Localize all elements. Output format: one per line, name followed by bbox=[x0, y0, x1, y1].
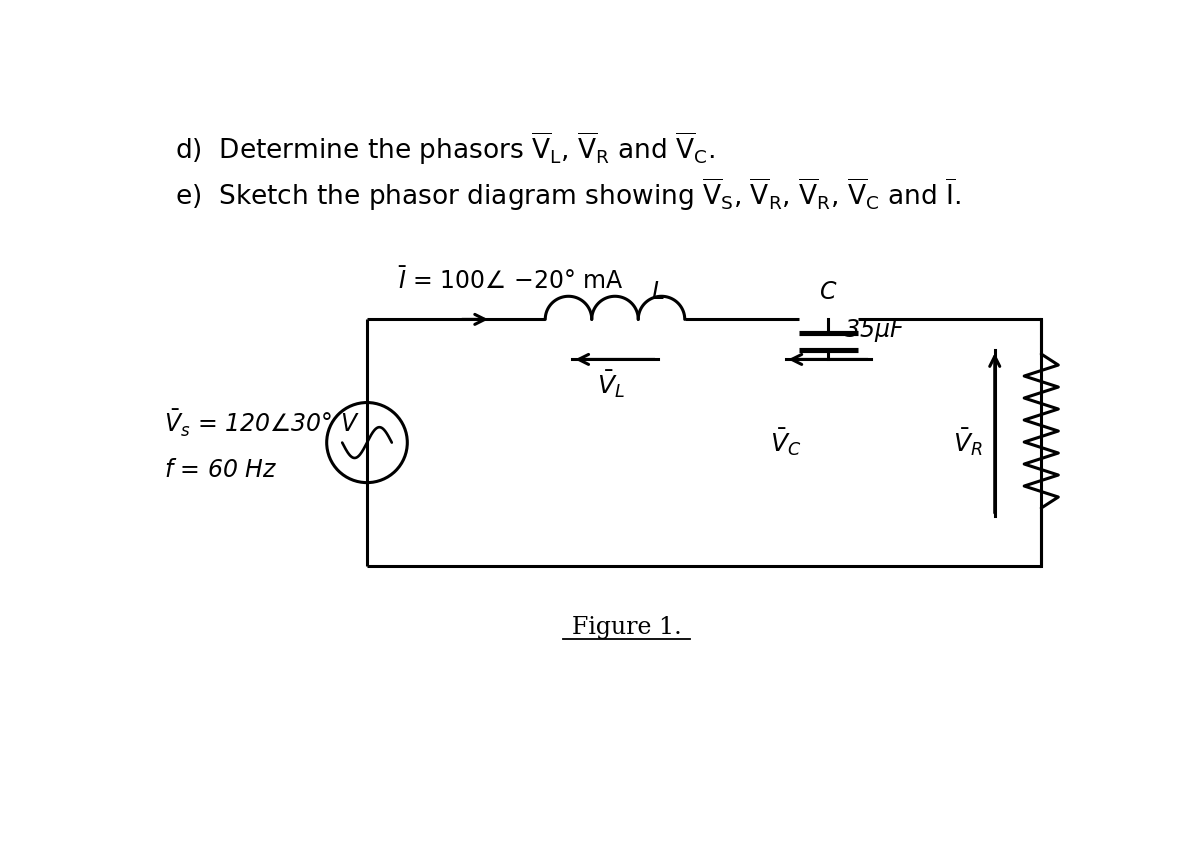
Text: $\bar{V}_R$: $\bar{V}_R$ bbox=[953, 427, 983, 458]
Text: $\bar{V}_s$ = 120$\angle$30° V: $\bar{V}_s$ = 120$\angle$30° V bbox=[164, 408, 360, 439]
Text: $\bar{I}$ = 100$\angle$ $-$20° mA: $\bar{I}$ = 100$\angle$ $-$20° mA bbox=[398, 268, 624, 294]
Text: L: L bbox=[652, 280, 664, 304]
Text: $\bar{V}_C$: $\bar{V}_C$ bbox=[769, 427, 802, 458]
Text: d)  Determine the phasors $\mathregular{\overline{V}_L}$, $\mathregular{\overlin: d) Determine the phasors $\mathregular{\… bbox=[175, 130, 715, 167]
Text: $f$ = 60 Hz: $f$ = 60 Hz bbox=[164, 458, 277, 481]
Text: Figure 1.: Figure 1. bbox=[571, 616, 682, 639]
Text: 35$\mu$F: 35$\mu$F bbox=[844, 318, 905, 344]
Text: e)  Sketch the phasor diagram showing $\mathregular{\overline{V}_S}$, $\mathregu: e) Sketch the phasor diagram showing $\m… bbox=[175, 177, 961, 214]
Text: C: C bbox=[820, 280, 836, 304]
Text: $\bar{V}_L$: $\bar{V}_L$ bbox=[598, 369, 625, 400]
